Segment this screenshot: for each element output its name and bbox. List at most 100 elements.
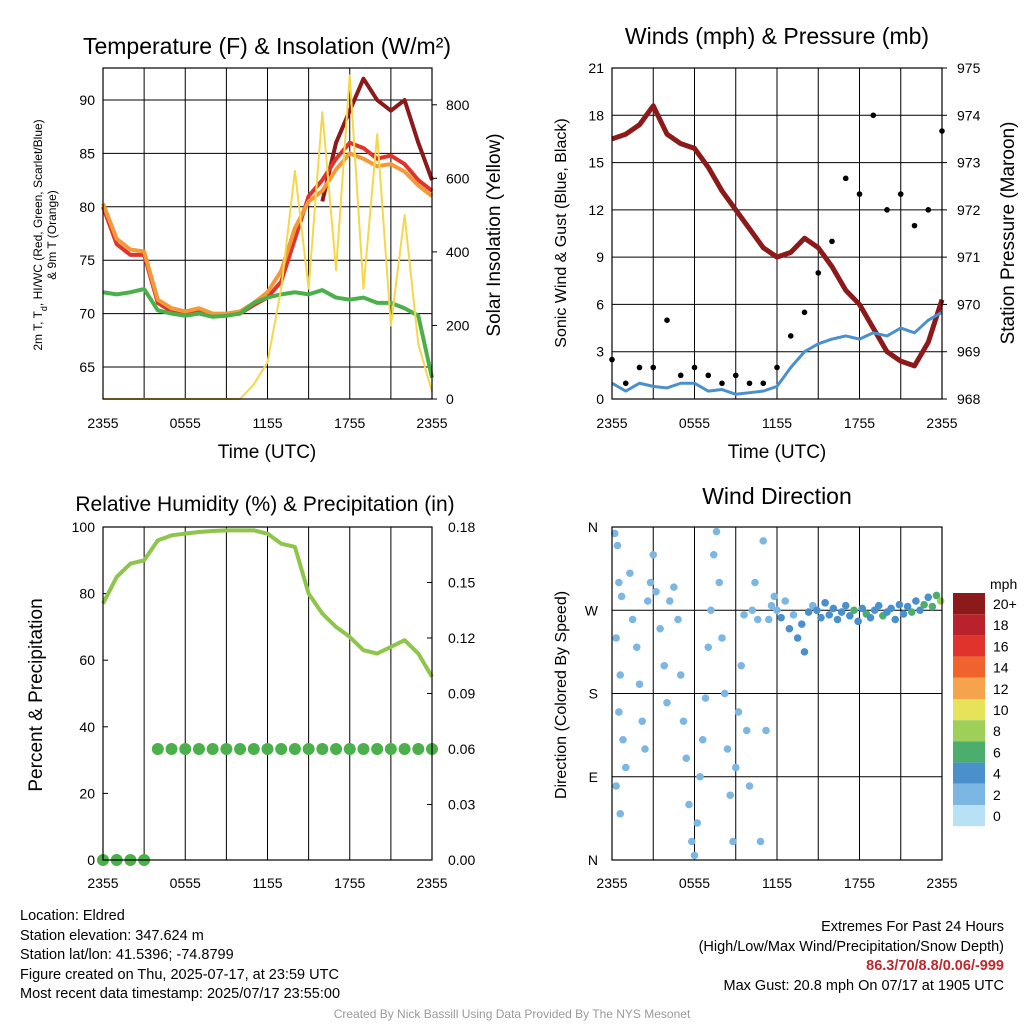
- plot-border: [611, 67, 943, 400]
- x-tick-label: 1755: [844, 875, 875, 891]
- direction-point: [797, 620, 806, 628]
- direction-point: [665, 597, 674, 605]
- station-elevation: Station elevation: 347.624 m: [20, 927, 204, 944]
- y-right-tick-label: 400: [446, 244, 470, 260]
- direction-point: [690, 851, 699, 860]
- gust-point: [787, 333, 794, 339]
- series-line-0: [320, 76, 434, 202]
- y-right-tick-label: 0: [446, 391, 454, 407]
- precip-point: [316, 743, 329, 755]
- gust-point: [870, 112, 877, 119]
- direction-point: [916, 606, 924, 615]
- legend-label: 14: [993, 660, 1009, 676]
- extremes-values: 86.3/70/8.8/0.06/-999: [866, 958, 1004, 974]
- direction-point: [789, 611, 798, 619]
- y-tick-label: 21: [588, 60, 604, 76]
- y-right-tick-label: 0.15: [448, 575, 475, 591]
- legend-title: mph: [990, 576, 1017, 592]
- direction-point: [737, 661, 746, 670]
- direction-point: [924, 593, 933, 602]
- precip-point: [261, 743, 274, 755]
- direction-point: [718, 634, 726, 642]
- y-tick-label: 100: [72, 519, 96, 535]
- precip-point: [357, 743, 370, 755]
- x-tick-label: 2355: [87, 415, 118, 431]
- y-right-tick-label: 974: [957, 107, 981, 123]
- series-line-3: [102, 287, 434, 379]
- direction-point: [619, 735, 627, 744]
- direction-point: [656, 624, 664, 633]
- gust-point: [719, 380, 725, 387]
- direction-point: [764, 615, 773, 624]
- recent-timestamp: Most recent data timestamp: 2025/07/17 2…: [20, 986, 341, 1002]
- direction-point: [846, 612, 854, 620]
- direction-point: [731, 763, 740, 772]
- y-right-tick-label: 200: [446, 317, 470, 333]
- y-tick-label: S: [589, 686, 598, 702]
- direction-point: [734, 708, 743, 716]
- direction-point: [615, 708, 623, 716]
- x-tick-label: 2355: [926, 875, 957, 891]
- legend-swatch: [953, 699, 985, 721]
- x-tick-label: 1755: [334, 415, 365, 431]
- direction-point: [793, 634, 802, 642]
- x-tick-label: 0555: [170, 875, 201, 891]
- gust-point: [856, 191, 863, 197]
- direction-point: [829, 604, 838, 613]
- gust-point: [760, 380, 767, 387]
- y-tick-label: 12: [588, 202, 604, 218]
- y-tick-label: 40: [79, 719, 95, 735]
- legend-label: 18: [993, 617, 1009, 633]
- x-tick-label: 0555: [679, 415, 710, 431]
- direction-point: [626, 569, 634, 578]
- direction-point: [751, 578, 759, 587]
- direction-point: [899, 610, 908, 618]
- plot-border: [102, 526, 433, 861]
- chart-title: Temperature (F) & Insolation (W/m²): [83, 33, 451, 59]
- direction-point: [907, 608, 916, 616]
- y-tick-label: 0: [87, 852, 95, 868]
- direction-point: [723, 745, 732, 753]
- x-tick-label: 1155: [762, 875, 792, 891]
- direction-point: [616, 671, 625, 679]
- y-right-tick-label: 800: [446, 97, 470, 113]
- direction-point: [821, 599, 829, 607]
- direction-point: [649, 550, 658, 559]
- precip-point: [412, 743, 425, 755]
- direction-point: [628, 615, 637, 624]
- y-right-tick-label: 0.09: [448, 686, 475, 702]
- direction-point: [696, 772, 704, 781]
- x-tick-label: 2355: [596, 875, 627, 891]
- direction-point: [613, 541, 622, 550]
- legend-swatch: [953, 783, 985, 805]
- gust-point: [636, 364, 643, 371]
- y-tick-label: W: [585, 602, 599, 618]
- legend-label: 4: [993, 766, 1001, 782]
- gust-point: [691, 364, 698, 371]
- direction-point: [682, 754, 691, 763]
- direction-point: [777, 613, 785, 622]
- direction-point: [767, 601, 776, 610]
- direction-point: [833, 615, 842, 624]
- y-right-tick-label: 972: [957, 202, 981, 218]
- y-right-tick-label: 969: [957, 344, 981, 360]
- precip-point: [343, 743, 356, 755]
- direction-point: [781, 597, 790, 605]
- direction-point: [610, 529, 619, 538]
- direction-point: [895, 600, 904, 609]
- y-right-tick-label: 975: [957, 60, 981, 76]
- precip-point: [165, 743, 178, 755]
- gust-point: [677, 372, 684, 379]
- chart-title: Wind Direction: [702, 483, 852, 509]
- legend-label: 12: [993, 681, 1009, 697]
- direction-point: [854, 617, 862, 626]
- direction-point: [740, 611, 748, 619]
- y-tick-label: 85: [79, 145, 95, 161]
- legend-swatch: [953, 805, 985, 827]
- figure-created: Figure created on Thu, 2025-07-17, at 23…: [20, 966, 339, 983]
- series-line-2: [101, 151, 434, 316]
- gust-point: [650, 364, 657, 371]
- legend-label: 6: [993, 744, 1001, 760]
- y-tick-label: E: [589, 769, 598, 785]
